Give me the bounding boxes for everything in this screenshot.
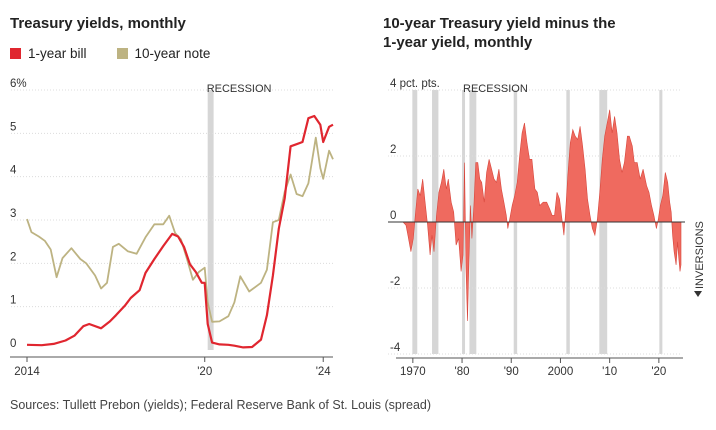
left-ytick-label: 5 — [10, 121, 16, 133]
inversions-label: INVERSIONS — [694, 221, 706, 289]
series-line-note — [26, 136, 334, 323]
left-ytick-label: 3 — [10, 208, 16, 220]
left-recession-label: RECESSION — [207, 83, 272, 95]
spread-area — [402, 109, 682, 322]
legend-swatch-bill — [10, 48, 21, 59]
right-ytick-label: 0 — [390, 210, 396, 222]
right-ytick-label: 4 pct. pts. — [390, 78, 440, 90]
right-xtick-label: 2000 — [548, 366, 574, 378]
left-xtick-label: '20 — [197, 366, 212, 378]
left-ytick-label: 6% — [10, 78, 27, 90]
left-xtick-label: '24 — [316, 366, 332, 378]
left-ytick-label: 1 — [10, 295, 16, 307]
left-recession-band-0 — [207, 90, 214, 350]
right-xtick-label: '90 — [504, 366, 519, 378]
right-ytick-label: 2 — [390, 144, 396, 156]
source-note: Sources: Tullett Prebon (yields); Federa… — [10, 398, 432, 412]
legend-label-bill: 1-year bill — [28, 46, 87, 61]
left-ytick-label: 4 — [10, 165, 17, 177]
right-xtick-label: '20 — [651, 366, 666, 378]
series-line-bill — [26, 114, 334, 349]
right-recession-label: RECESSION — [463, 83, 528, 95]
right-xtick-label: 1970 — [400, 366, 426, 378]
left-chart-title: Treasury yields, monthly — [10, 15, 186, 32]
inversions-arrow-icon — [694, 291, 702, 297]
legend-swatch-note — [116, 48, 128, 59]
right-ytick-label: -4 — [390, 342, 401, 354]
legend-label-note: 10-year note — [134, 46, 211, 61]
legend: 1-year bill 10-year note — [10, 46, 240, 61]
right-chart-title: 10-year Treasury yield minus the 1-year … — [383, 15, 616, 51]
right-ytick-label: -2 — [390, 276, 400, 288]
left-ytick-label: 0 — [10, 338, 16, 350]
legend-item-note: 10-year note — [116, 46, 211, 61]
left-xtick-label: 2014 — [14, 366, 40, 378]
right-xtick-label: '80 — [455, 366, 470, 378]
left-ytick-label: 2 — [10, 251, 16, 263]
right-xtick-label: '10 — [602, 366, 617, 378]
legend-item-bill: 1-year bill — [10, 46, 87, 61]
